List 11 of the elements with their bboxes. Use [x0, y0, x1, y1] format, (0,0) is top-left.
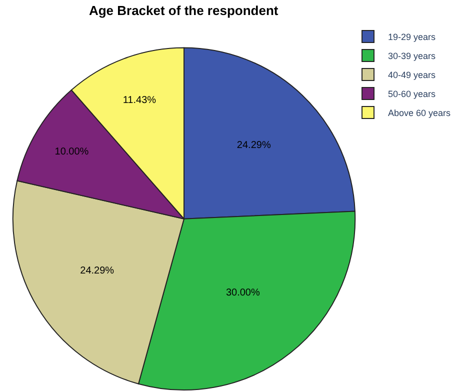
legend-label: 19-29 years	[388, 32, 436, 42]
legend-label: 40-49 years	[388, 70, 436, 80]
legend-label: Above 60 years	[388, 108, 452, 118]
data-label: 10.00%	[54, 146, 89, 158]
chart-title: Age Bracket of the respondent	[88, 2, 279, 18]
data-label: 30.00%	[226, 287, 260, 298]
data-label: 24.29%	[236, 140, 271, 152]
data-label: 24.29%	[80, 265, 114, 276]
legend-label: 50-60 years	[388, 89, 436, 100]
data-label: 11.43%	[122, 94, 156, 106]
legend-label: 30-39 years	[388, 51, 436, 62]
